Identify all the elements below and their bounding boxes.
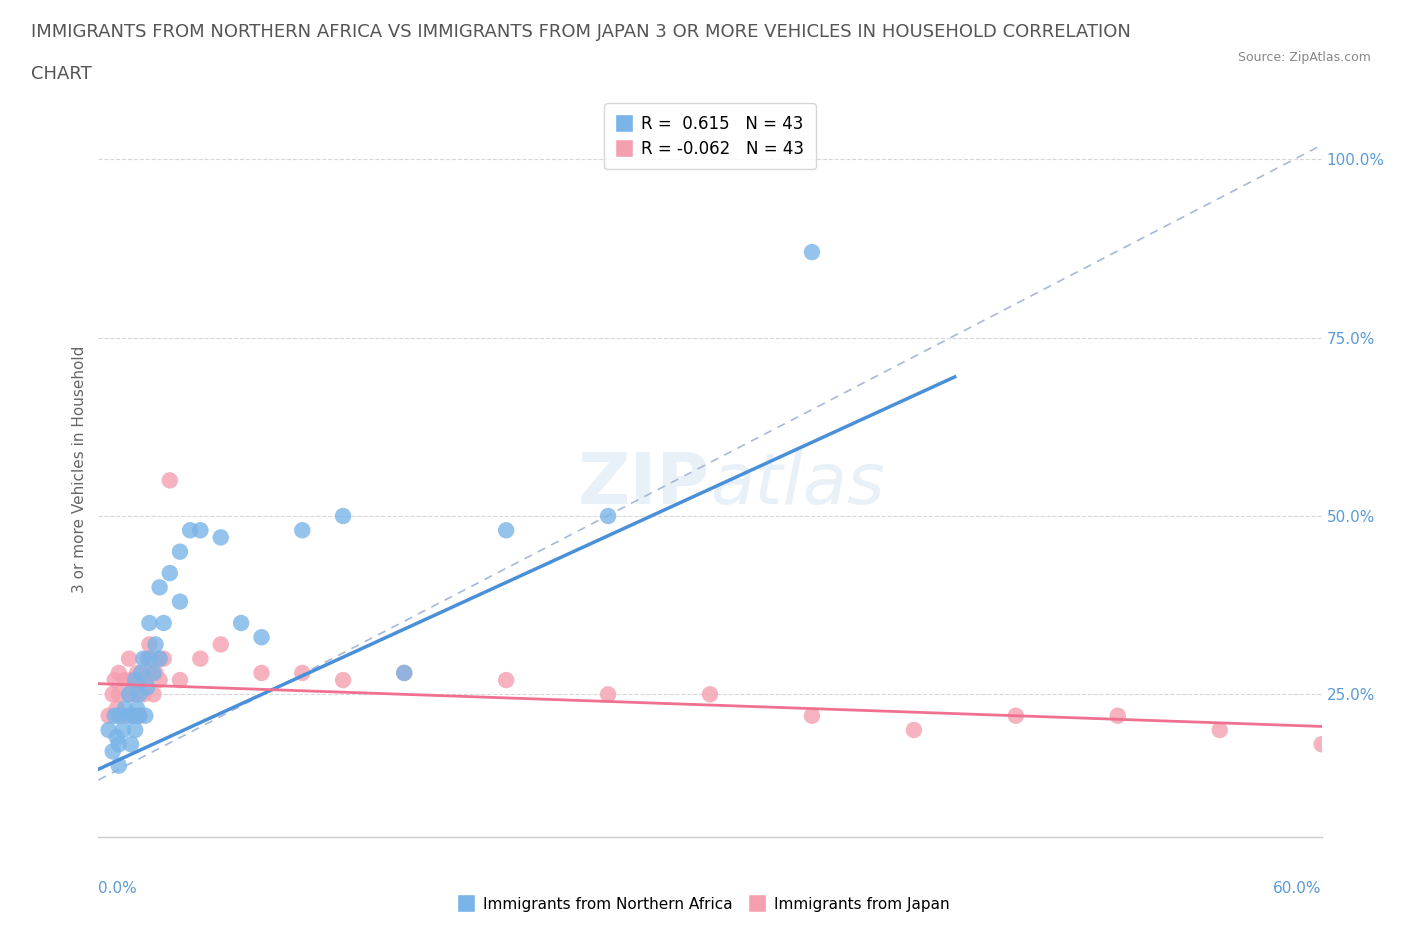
Point	[145, 666, 167, 681]
Text: atlas: atlas	[710, 450, 884, 519]
Point	[149, 580, 172, 595]
Point	[134, 672, 156, 687]
Point	[136, 680, 159, 695]
Point	[128, 709, 150, 724]
Point	[209, 637, 232, 652]
Point	[179, 523, 201, 538]
Point	[104, 672, 127, 687]
Point	[101, 687, 124, 702]
Legend: Immigrants from Northern Africa, Immigrants from Japan: Immigrants from Northern Africa, Immigra…	[451, 891, 955, 918]
Point	[149, 672, 172, 687]
Point	[118, 709, 141, 724]
Point	[250, 630, 273, 644]
Point	[392, 666, 416, 681]
Point	[209, 530, 232, 545]
Point	[152, 616, 174, 631]
Point	[127, 701, 149, 716]
Point	[598, 509, 620, 524]
Point	[108, 758, 131, 773]
Point	[1107, 709, 1129, 724]
Point	[495, 523, 517, 538]
Point	[231, 616, 253, 631]
Point	[903, 723, 925, 737]
Point	[118, 687, 141, 702]
Point	[128, 709, 150, 724]
Point	[132, 651, 155, 666]
Point	[118, 651, 141, 666]
Point	[138, 637, 160, 652]
Point	[159, 473, 181, 488]
Point	[108, 687, 131, 702]
Point	[598, 687, 620, 702]
Y-axis label: 3 or more Vehicles in Household: 3 or more Vehicles in Household	[72, 346, 87, 593]
Point	[250, 666, 273, 681]
Point	[1209, 723, 1232, 737]
Point	[138, 651, 160, 666]
Point	[291, 666, 314, 681]
Point	[142, 687, 165, 702]
Point	[124, 687, 146, 702]
Point	[97, 723, 120, 737]
Point	[108, 737, 131, 751]
Point	[1004, 709, 1026, 724]
Point	[105, 701, 128, 716]
Point	[128, 672, 150, 687]
Legend: R =  0.615   N = 43, R = -0.062   N = 43: R = 0.615 N = 43, R = -0.062 N = 43	[605, 103, 815, 169]
Point	[188, 651, 212, 666]
Text: IMMIGRANTS FROM NORTHERN AFRICA VS IMMIGRANTS FROM JAPAN 3 OR MORE VEHICLES IN H: IMMIGRANTS FROM NORTHERN AFRICA VS IMMIG…	[31, 23, 1130, 41]
Point	[495, 672, 517, 687]
Point	[169, 594, 191, 609]
Point	[138, 666, 160, 681]
Point	[159, 565, 181, 580]
Point	[111, 709, 134, 724]
Text: CHART: CHART	[31, 65, 91, 83]
Point	[134, 709, 156, 724]
Point	[120, 737, 142, 751]
Point	[124, 672, 146, 687]
Point	[114, 672, 136, 687]
Point	[101, 744, 124, 759]
Point	[105, 730, 128, 745]
Point	[801, 709, 824, 724]
Point	[152, 651, 174, 666]
Point	[332, 672, 354, 687]
Point	[122, 709, 145, 724]
Text: ZIP: ZIP	[578, 450, 710, 519]
Point	[169, 672, 191, 687]
Point	[120, 672, 142, 687]
Point	[332, 509, 354, 524]
Point	[145, 637, 167, 652]
Text: 60.0%: 60.0%	[1274, 881, 1322, 897]
Point	[169, 544, 191, 559]
Point	[108, 666, 131, 681]
Text: Source: ZipAtlas.com: Source: ZipAtlas.com	[1237, 51, 1371, 64]
Point	[136, 651, 159, 666]
Point	[291, 523, 314, 538]
Point	[142, 666, 165, 681]
Point	[699, 687, 721, 702]
Point	[104, 709, 127, 724]
Point	[111, 723, 134, 737]
Point	[118, 687, 141, 702]
Point	[132, 687, 155, 702]
Point	[149, 651, 172, 666]
Point	[138, 616, 160, 631]
Point	[124, 723, 146, 737]
Point	[801, 245, 824, 259]
Text: 0.0%: 0.0%	[98, 881, 138, 897]
Point	[127, 666, 149, 681]
Point	[129, 666, 152, 681]
Point	[97, 709, 120, 724]
Point	[114, 701, 136, 716]
Point	[188, 523, 212, 538]
Point	[128, 687, 150, 702]
Point	[108, 709, 131, 724]
Point	[392, 666, 416, 681]
Point	[122, 709, 145, 724]
Point	[149, 651, 172, 666]
Point	[1310, 737, 1333, 751]
